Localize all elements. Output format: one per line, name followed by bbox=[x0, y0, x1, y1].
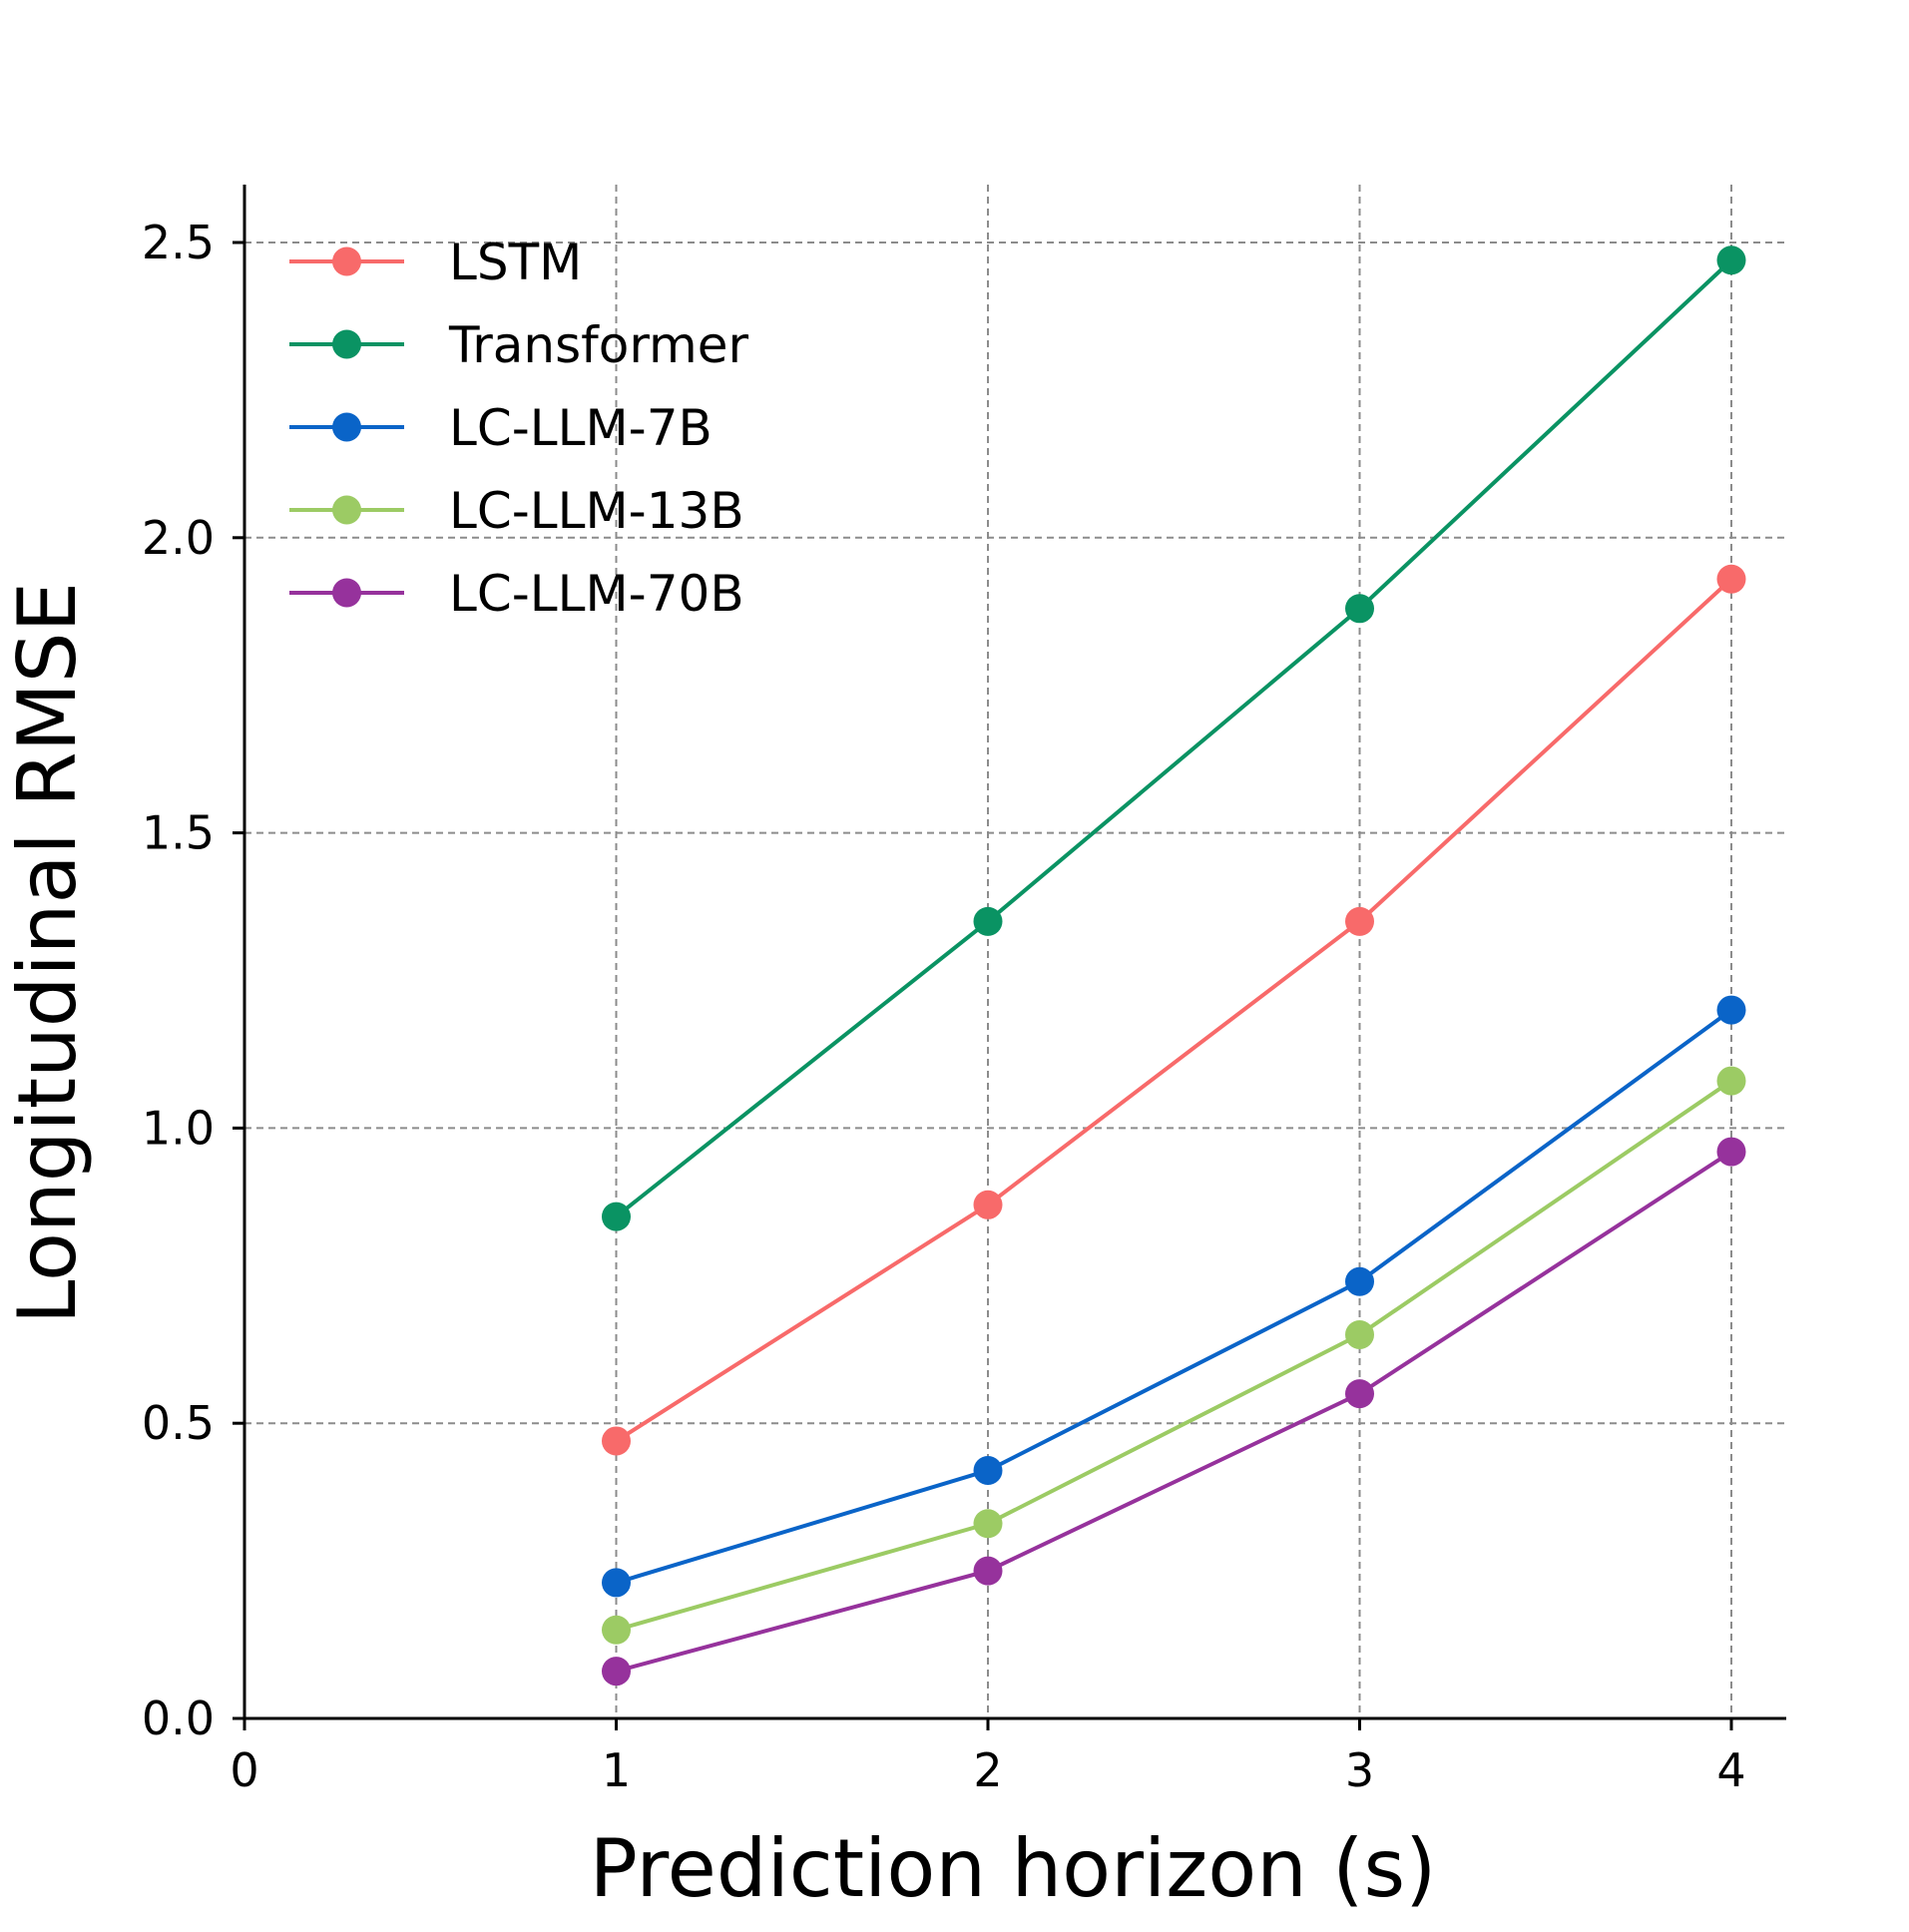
y-axis-title: Longitudinal RMSE bbox=[1, 582, 94, 1324]
axes bbox=[233, 185, 1786, 1730]
legend-item-lc-llm-13b: LC-LLM-13B bbox=[289, 482, 744, 540]
data-point-transformer bbox=[973, 906, 1003, 936]
data-point-lc-llm-70b bbox=[1716, 1137, 1746, 1167]
x-tick-label: 3 bbox=[1345, 1743, 1374, 1797]
data-point-transformer bbox=[1345, 594, 1374, 624]
data-point-lstm bbox=[1345, 906, 1374, 936]
data-point-lc-llm-70b bbox=[602, 1657, 631, 1687]
x-tick-label: 1 bbox=[602, 1743, 631, 1797]
series-lc-llm-13b bbox=[602, 1066, 1746, 1645]
x-tick-label: 4 bbox=[1716, 1743, 1745, 1797]
series-lc-llm-7b bbox=[602, 995, 1746, 1598]
data-point-lstm bbox=[602, 1426, 631, 1456]
x-axis-title: Prediction horizon (s) bbox=[590, 1822, 1437, 1915]
series-line-lc-llm-7b bbox=[615, 1008, 1733, 1585]
tick-labels: 0.0 0.5 1.0 1.5 2.0 2.5 0 1 2 3 4 bbox=[142, 216, 1746, 1797]
x-tick-label: 0 bbox=[230, 1743, 258, 1797]
legend-marker bbox=[332, 246, 361, 276]
legend-item-lc-llm-7b: LC-LLM-7B bbox=[289, 399, 713, 457]
data-point-lstm bbox=[1716, 564, 1746, 594]
series-lc-llm-70b bbox=[602, 1137, 1746, 1687]
data-point-transformer bbox=[1716, 245, 1746, 275]
data-point-lc-llm-7b bbox=[973, 1456, 1003, 1486]
grid-lines bbox=[244, 185, 1786, 1718]
data-point-lc-llm-13b bbox=[973, 1509, 1003, 1539]
data-point-transformer bbox=[602, 1202, 631, 1231]
series-line-lc-llm-70b bbox=[615, 1150, 1733, 1674]
x-tick-label: 2 bbox=[973, 1743, 1002, 1797]
legend-label: LC-LLM-70B bbox=[449, 565, 744, 623]
data-point-lstm bbox=[973, 1190, 1003, 1219]
series-lstm bbox=[602, 564, 1746, 1456]
series-line-lc-llm-13b bbox=[615, 1079, 1733, 1633]
legend-label: LC-LLM-13B bbox=[449, 482, 744, 540]
legend-marker bbox=[332, 412, 361, 442]
data-point-lc-llm-13b bbox=[602, 1615, 631, 1645]
legend-label: Transformer bbox=[448, 316, 748, 374]
series-transformer bbox=[602, 245, 1746, 1231]
legend-item-lc-llm-70b: LC-LLM-70B bbox=[289, 565, 744, 623]
data-point-lc-llm-70b bbox=[973, 1556, 1003, 1586]
y-tick-label: 1.0 bbox=[142, 1101, 215, 1155]
series-line-transformer bbox=[615, 258, 1733, 1218]
y-tick-label: 2.5 bbox=[142, 216, 215, 269]
series-layer bbox=[602, 245, 1746, 1687]
data-point-lc-llm-70b bbox=[1345, 1379, 1374, 1409]
legend-marker bbox=[332, 329, 361, 359]
legend-item-transformer: Transformer bbox=[289, 316, 748, 374]
series-line-lstm bbox=[615, 577, 1733, 1443]
legend-marker bbox=[332, 578, 361, 608]
y-tick-label: 0.5 bbox=[142, 1396, 215, 1450]
legend-item-lstm: LSTM bbox=[289, 234, 582, 291]
legend-label: LC-LLM-7B bbox=[449, 399, 713, 457]
data-point-lc-llm-7b bbox=[1345, 1266, 1374, 1296]
legend-marker bbox=[332, 495, 361, 525]
y-tick-label: 2.0 bbox=[142, 511, 215, 565]
data-point-lc-llm-7b bbox=[602, 1568, 631, 1598]
data-point-lc-llm-13b bbox=[1345, 1319, 1374, 1349]
legend-label: LSTM bbox=[449, 234, 582, 291]
y-tick-label: 1.5 bbox=[142, 806, 215, 860]
data-point-lc-llm-13b bbox=[1716, 1066, 1746, 1096]
data-point-lc-llm-7b bbox=[1716, 995, 1746, 1025]
legend: LSTM Transformer LC-LLM-7B LC-LLM-13B LC-LLM… bbox=[289, 234, 748, 623]
y-tick-label: 0.0 bbox=[142, 1691, 215, 1745]
